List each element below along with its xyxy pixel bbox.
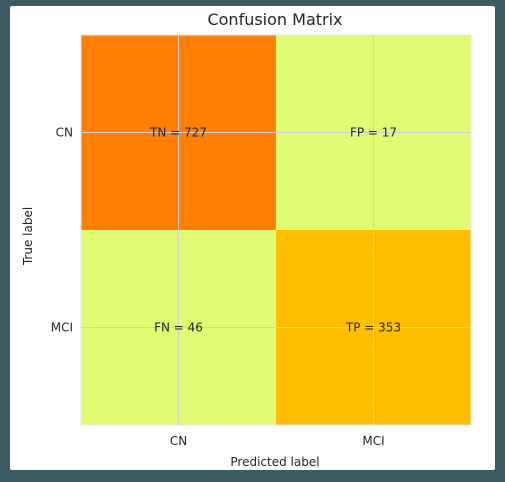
y-axis-label: True label: [21, 207, 35, 266]
chart-frame: Confusion Matrix TN = 727 FP = 17 FN = 46 T…: [10, 6, 495, 470]
y-tick-label: CN: [56, 126, 73, 140]
cell-value-label: TN = 727: [149, 126, 207, 140]
plot-border: [80, 34, 472, 426]
cell-value-label: FP = 17: [350, 126, 397, 140]
y-tick-label: MCI: [51, 321, 73, 335]
x-tick-label: CN: [170, 434, 187, 448]
cell-value-label: TP = 353: [345, 321, 401, 335]
tick-labels: CN MCI CN MCI: [51, 126, 385, 449]
heatmap-cells: [81, 35, 471, 425]
x-tick-label: MCI: [362, 434, 384, 448]
x-axis-label: Predicted label: [230, 455, 319, 469]
cell-value-label: FN = 46: [154, 321, 203, 335]
cell-labels: TN = 727 FP = 17 FN = 46 TP = 353: [149, 126, 401, 335]
grid-lines: [80, 34, 472, 426]
chart-title: Confusion Matrix: [207, 10, 342, 29]
